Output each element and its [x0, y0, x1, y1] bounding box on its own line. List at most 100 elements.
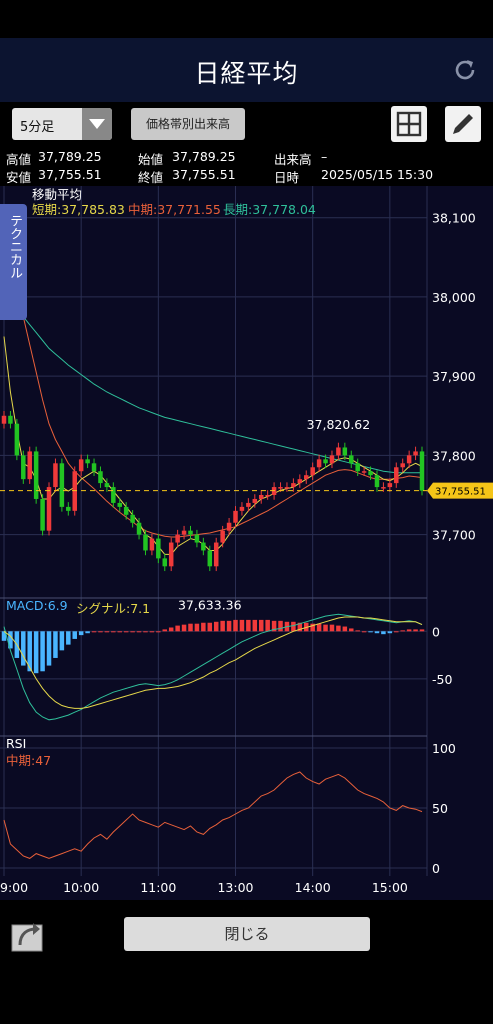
- candle-body: [111, 487, 116, 503]
- last-price-tag: [427, 482, 493, 499]
- macd-bar: [59, 631, 65, 651]
- page-title: 日経平均: [194, 59, 299, 88]
- high-value: 37,789.25: [38, 149, 102, 164]
- macd-bar: [175, 625, 180, 632]
- footer: 閉じる: [0, 900, 493, 1024]
- macd-bar: [239, 619, 245, 632]
- candle-body: [1, 415, 7, 424]
- last-price-label: 37,755.51: [435, 487, 486, 498]
- candle-body: [66, 506, 71, 511]
- rsi-value: 47: [35, 753, 52, 768]
- macd-bar: [188, 623, 193, 632]
- macd-bar: [130, 631, 135, 633]
- macd-bar: [85, 631, 90, 634]
- macd-bar: [181, 624, 187, 632]
- candle-body: [349, 455, 354, 464]
- macd-bar: [66, 631, 71, 645]
- app-header: 日経平均: [0, 38, 493, 102]
- chevron-down-icon: [82, 108, 112, 140]
- macd-bar: [310, 623, 315, 632]
- macd-bar: [252, 619, 258, 632]
- macd-bar: [8, 631, 13, 649]
- candle-body: [175, 534, 180, 543]
- signal-line: [3, 616, 423, 709]
- macd-bar: [111, 631, 116, 633]
- candle-body: [78, 459, 84, 472]
- candle-body: [117, 502, 123, 507]
- candle-body: [98, 471, 103, 484]
- interval-select[interactable]: 5分足: [12, 108, 112, 140]
- candle-body: [143, 534, 148, 551]
- ma-mid-name: 中期: [128, 202, 154, 217]
- candle-body: [239, 506, 245, 511]
- candle-body: [355, 463, 360, 472]
- x-tick-label: 15:00: [372, 880, 408, 895]
- chart-svg[interactable]: 37,700 37,800 37,900 38,000 38,100 37,755.51 3…: [0, 186, 493, 900]
- macd-bar: [323, 624, 328, 632]
- ma-long-value: 37,778.04: [252, 202, 316, 217]
- candle-body: [291, 483, 296, 488]
- volume-label: 出来高: [274, 152, 312, 167]
- rsi-legend: 中期:47: [6, 753, 52, 768]
- ohlc-info: 高値 37,789.25 始値 37,789.25 出来高 – 安値 37,75…: [0, 146, 493, 186]
- ma-long-name: 長期: [223, 202, 249, 217]
- candle-body: [130, 514, 135, 523]
- macd-bar: [265, 619, 270, 632]
- macd-bar: [104, 631, 110, 633]
- rsi-tick-label: 100: [432, 741, 456, 756]
- rsi-tick-label: 50: [432, 801, 448, 816]
- macd-bar: [233, 619, 238, 632]
- technical-tab[interactable]: テクニカル: [0, 204, 27, 320]
- macd-bar: [40, 631, 45, 672]
- candle-body: [149, 538, 155, 551]
- candle-body: [162, 558, 168, 567]
- candle-body: [40, 498, 45, 531]
- candle-body: [284, 487, 290, 489]
- candle-body: [265, 495, 270, 497]
- candle-body: [406, 455, 412, 464]
- candle-body: [21, 455, 26, 480]
- candle-body: [278, 487, 283, 489]
- refresh-icon[interactable]: [451, 56, 479, 84]
- candle-body: [207, 550, 213, 567]
- macd-bar: [258, 619, 264, 632]
- pencil-icon[interactable]: [445, 106, 481, 142]
- candle-body: [252, 498, 258, 503]
- close-button[interactable]: 閉じる: [124, 917, 370, 951]
- macd-bar: [316, 623, 322, 632]
- chart-area[interactable]: 37,700 37,800 37,900 38,000 38,100 37,755.51 3…: [0, 186, 493, 900]
- macd-bar: [349, 628, 354, 632]
- candle-body: [329, 455, 335, 464]
- y-tick-label: 37,900: [432, 369, 476, 384]
- candle-body: [194, 534, 200, 543]
- candle-body: [368, 471, 373, 476]
- price-annotation: 37,820.62: [307, 417, 371, 432]
- macd-bar: [136, 631, 142, 633]
- price-band-volume-button[interactable]: 価格帯別出来高: [131, 108, 245, 140]
- macd-bar: [207, 622, 213, 632]
- candle-body: [233, 510, 238, 523]
- x-tick-label: 13:00: [217, 880, 253, 895]
- macd-bar: [78, 631, 84, 636]
- macd-bar: [400, 630, 405, 632]
- candle-body: [342, 447, 348, 456]
- candle-body: [181, 530, 187, 535]
- candle-body: [381, 487, 386, 489]
- ma-short-line: [3, 336, 423, 555]
- macd-bar: [213, 621, 219, 632]
- ma-mid-value: 37,771.55: [157, 202, 221, 217]
- macd-bar: [72, 631, 77, 639]
- back-arrow-icon[interactable]: [10, 917, 46, 953]
- macd-bar: [117, 631, 123, 633]
- candle-body: [258, 495, 264, 499]
- close-value: 37,755.51: [172, 167, 236, 182]
- macd-bar: [46, 631, 52, 666]
- macd-bar: [143, 631, 148, 633]
- candle-body: [246, 502, 251, 507]
- candle-body: [310, 467, 315, 476]
- candle-body: [226, 522, 232, 531]
- grid-layout-icon[interactable]: [391, 106, 427, 142]
- macd-name: MACD: [6, 598, 44, 613]
- candle-body: [303, 475, 309, 480]
- macd-bar: [355, 630, 360, 632]
